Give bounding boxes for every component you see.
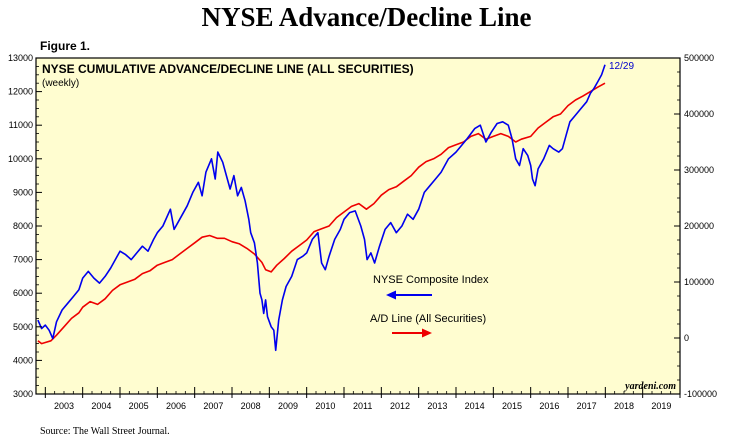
annotation-date: 12/29 bbox=[609, 61, 634, 72]
y-left-tick-label: 5000 bbox=[13, 322, 33, 332]
legend-arrow-left-icon bbox=[386, 290, 432, 300]
y-left-tick-label: 4000 bbox=[13, 355, 33, 365]
y-left-tick-label: 12000 bbox=[8, 87, 33, 97]
series-layer bbox=[37, 64, 606, 352]
series-line-nyse-composite bbox=[37, 64, 606, 352]
chart-subtitle: (weekly) bbox=[42, 78, 79, 89]
plot-area bbox=[36, 58, 680, 394]
legend-label-nyse-composite: NYSE Composite Index bbox=[373, 274, 489, 286]
y-right-tick-label: 300000 bbox=[684, 165, 714, 175]
y-left-tick-label: 6000 bbox=[13, 288, 33, 298]
y-right-tick-label: 0 bbox=[684, 333, 689, 343]
y-left-tick-label: 9000 bbox=[13, 187, 33, 197]
series-line-ad-line bbox=[37, 82, 606, 345]
x-tick-label: 2012 bbox=[390, 401, 410, 411]
page-title: NYSE Advance/Decline Line bbox=[201, 2, 532, 32]
x-tick-label: 2019 bbox=[651, 401, 671, 411]
x-tick-label: 2004 bbox=[91, 401, 111, 411]
y-right-tick-label: 200000 bbox=[684, 221, 714, 231]
legend-arrow-right-icon bbox=[392, 328, 432, 338]
x-tick-label: 2008 bbox=[241, 401, 261, 411]
x-tick-label: 2016 bbox=[539, 401, 559, 411]
chart-title: NYSE CUMULATIVE ADVANCE/DECLINE LINE (AL… bbox=[42, 62, 414, 76]
x-tick-label: 2011 bbox=[353, 401, 372, 411]
y-left-tick-label: 3000 bbox=[13, 389, 33, 399]
y-right-tick-label: 400000 bbox=[684, 109, 714, 119]
y-left-tick-label: 13000 bbox=[8, 53, 33, 63]
x-tick-label: 2014 bbox=[465, 401, 485, 411]
x-tick-label: 2006 bbox=[166, 401, 186, 411]
x-tick-label: 2005 bbox=[129, 401, 149, 411]
x-tick-label: 2010 bbox=[315, 401, 335, 411]
plot-frame bbox=[35, 57, 681, 395]
y-left-tick-label: 7000 bbox=[13, 255, 33, 265]
x-tick-label: 2018 bbox=[614, 401, 634, 411]
watermark: yardeni.com bbox=[624, 381, 676, 392]
legend-label-ad-line: A/D Line (All Securities) bbox=[370, 313, 486, 325]
x-tick-label: 2007 bbox=[203, 401, 223, 411]
y-right-tick-label: 500000 bbox=[684, 53, 714, 63]
y-right-tick-label: 100000 bbox=[684, 277, 714, 287]
y-left-tick-label: 11000 bbox=[9, 120, 33, 130]
figure-label: Figure 1. bbox=[40, 39, 91, 53]
y-right-tick-label: -100000 bbox=[684, 389, 717, 399]
x-tick-label: 2009 bbox=[278, 401, 298, 411]
x-tick-label: 2003 bbox=[54, 401, 74, 411]
source-note: Source: The Wall Street Journal. bbox=[40, 426, 170, 437]
y-left-tick-label: 10000 bbox=[8, 154, 33, 164]
x-tick-label: 2015 bbox=[502, 401, 522, 411]
x-tick-label: 2013 bbox=[427, 401, 447, 411]
y-left-tick-label: 8000 bbox=[13, 221, 33, 231]
x-tick-label: 2017 bbox=[577, 401, 597, 411]
